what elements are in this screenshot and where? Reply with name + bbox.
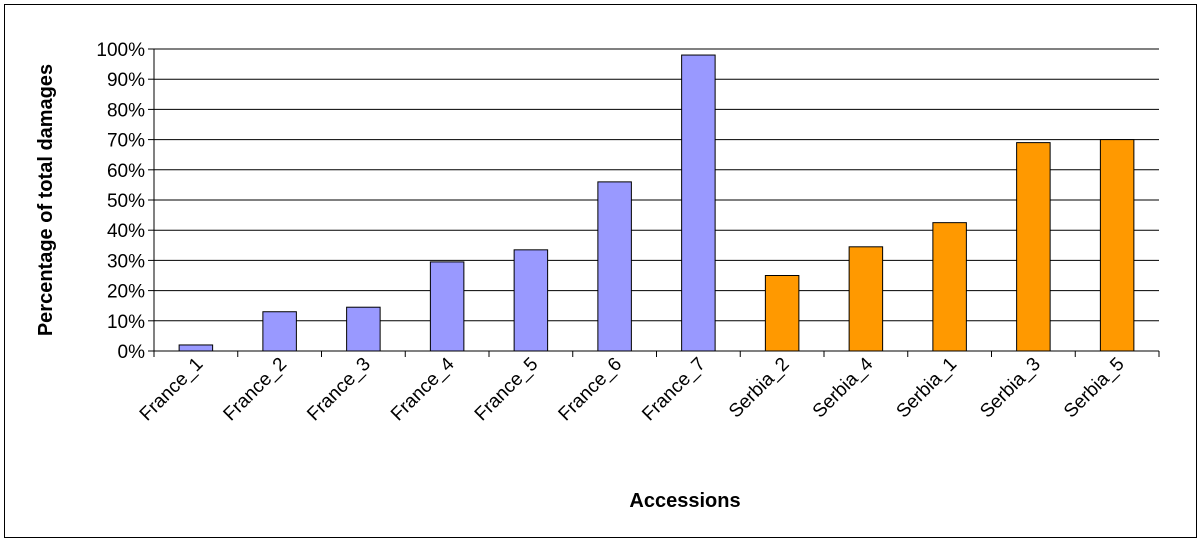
bar-france-4	[429, 261, 465, 352]
bar-serbia-1	[932, 222, 967, 352]
y-tick-label: 50%	[107, 191, 145, 212]
y-tick-label: 20%	[107, 282, 145, 303]
bar-serbia-3	[1016, 142, 1051, 352]
bar-serbia-4	[848, 246, 884, 352]
x-tick-label: Serbia_4	[809, 353, 878, 422]
x-axis-title: Accessions	[629, 490, 740, 512]
y-tick-label: 80%	[107, 100, 145, 121]
x-tick-label: Serbia_2	[725, 354, 794, 423]
y-tick-label: 70%	[107, 131, 145, 152]
x-tick-label: France_6	[555, 354, 627, 426]
y-tick-label: 90%	[107, 70, 145, 91]
bar-france-5	[513, 249, 549, 352]
x-tick-label: France_7	[638, 354, 710, 426]
bar-serbia-2	[764, 275, 800, 352]
gridlines	[148, 48, 1159, 352]
x-tick-label: Serbia_1	[893, 354, 962, 423]
bar-france-3	[346, 306, 381, 352]
x-tick-label: France_2	[220, 354, 292, 426]
x-tick-label: France_1	[136, 354, 208, 426]
y-tick-label: 30%	[107, 251, 145, 272]
x-tick-label: France_4	[387, 353, 459, 425]
bar-france-2	[262, 311, 297, 352]
y-tick-label: 40%	[107, 221, 145, 242]
x-tick-labels: France_1 France_2 France_3 France_4 France_5…	[136, 353, 1129, 425]
y-tick-label: 100%	[96, 40, 145, 61]
y-tick-labels: 0% 10% 20% 30% 40% 50% 60% 70% 80% 90% 100%	[96, 40, 145, 363]
x-tick-label: Serbia_5	[1060, 354, 1129, 423]
bar-france-7	[681, 54, 716, 352]
x-tick-label: France_3	[303, 354, 375, 426]
bar-serbia-5	[1099, 139, 1135, 352]
bar-france-6	[597, 181, 632, 352]
y-tick-label: 0%	[118, 342, 146, 363]
x-tick-label: Serbia_3	[976, 354, 1045, 423]
y-axis-title: Percentage of total damages	[35, 64, 57, 336]
bars	[178, 54, 1135, 352]
bar-france-1	[178, 344, 214, 352]
axes	[153, 49, 1160, 357]
y-tick-label: 60%	[107, 161, 145, 182]
y-tick-label: 10%	[107, 312, 145, 333]
x-tick-label: France_5	[471, 354, 543, 426]
